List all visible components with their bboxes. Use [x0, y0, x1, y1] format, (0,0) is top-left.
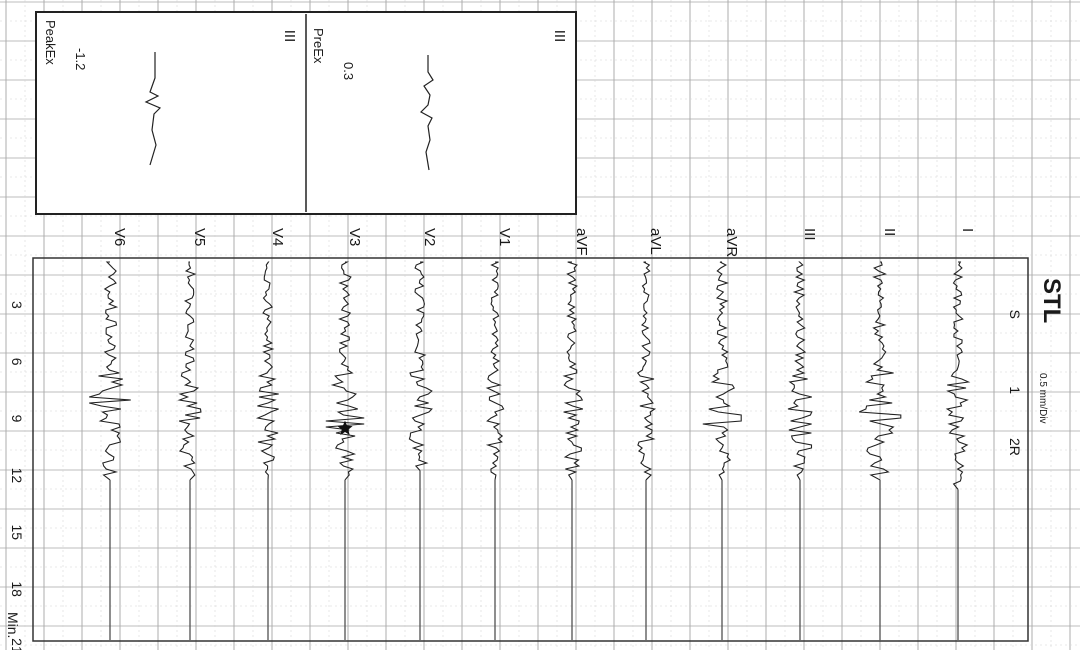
lead-label-II: II — [881, 228, 898, 236]
lead-label-aVL: aVL — [647, 228, 664, 255]
time-tick-label: 3 — [9, 301, 25, 309]
lead-label-aVF: aVF — [573, 228, 590, 256]
lead-label-V6: V6 — [111, 228, 128, 246]
inset-pre-complex — [420, 55, 434, 171]
marker-star-V3 — [337, 420, 353, 435]
stage-labels: S 1 2R — [1007, 310, 1023, 456]
time-tick-label: 12 — [9, 468, 25, 484]
inset-pre-value: 0.3 — [341, 62, 356, 80]
trace-I — [945, 261, 971, 490]
trace-aVR — [702, 261, 742, 481]
time-tick-label: 15 — [9, 524, 25, 540]
inset-panel: III III PreEx 0.3 PeakEx -1.2 — [35, 11, 577, 215]
trace-II — [858, 261, 902, 481]
inset-peak-label: PeakEx — [43, 20, 58, 65]
time-unit-label: Min. — [5, 612, 21, 638]
trace-aVF — [562, 261, 584, 481]
trend-frame — [32, 257, 1029, 642]
inset-peak-complex — [144, 52, 162, 166]
stage-label: 2R — [1007, 438, 1023, 456]
trace-V4 — [255, 261, 279, 480]
trend-frame-border — [32, 257, 1029, 642]
inset-pre-label: PreEx — [311, 28, 326, 64]
inset-lead-label: III — [551, 30, 568, 43]
lead-label-V4: V4 — [269, 228, 286, 246]
inset-peak-value: -1.2 — [73, 48, 88, 70]
lead-label-V3: V3 — [346, 228, 363, 246]
trace-V1 — [485, 261, 505, 481]
trace-V2 — [408, 261, 433, 471]
lead-label-V1: V1 — [496, 228, 513, 246]
scale-label: 0.5 mm/Div — [1037, 373, 1048, 424]
lead-label-aVR: aVR — [723, 228, 740, 257]
time-axis-ticks: 3 6 9 12 15 18 21 — [9, 301, 25, 650]
time-tick-label: 18 — [9, 581, 25, 597]
lead-label-V5: V5 — [191, 228, 208, 246]
trace-V5 — [177, 261, 202, 481]
lead-label-III: III — [801, 228, 818, 241]
stage-label: 1 — [1007, 386, 1023, 394]
lead-label-V2: V2 — [421, 228, 438, 246]
lead-label-I: I — [959, 228, 976, 232]
lead-traces — [89, 261, 971, 640]
inset-pre-lead-label: III — [281, 30, 298, 43]
trace-aVL — [636, 261, 657, 481]
time-tick-label: 21 — [9, 638, 25, 650]
trace-V3 — [325, 261, 365, 481]
time-tick-label: 6 — [9, 358, 25, 366]
stage-label: S — [1007, 310, 1023, 319]
time-tick-label: 9 — [9, 415, 25, 423]
trace-III — [787, 261, 813, 481]
trace-V6 — [89, 261, 131, 481]
chart-title: STL — [1038, 278, 1065, 323]
